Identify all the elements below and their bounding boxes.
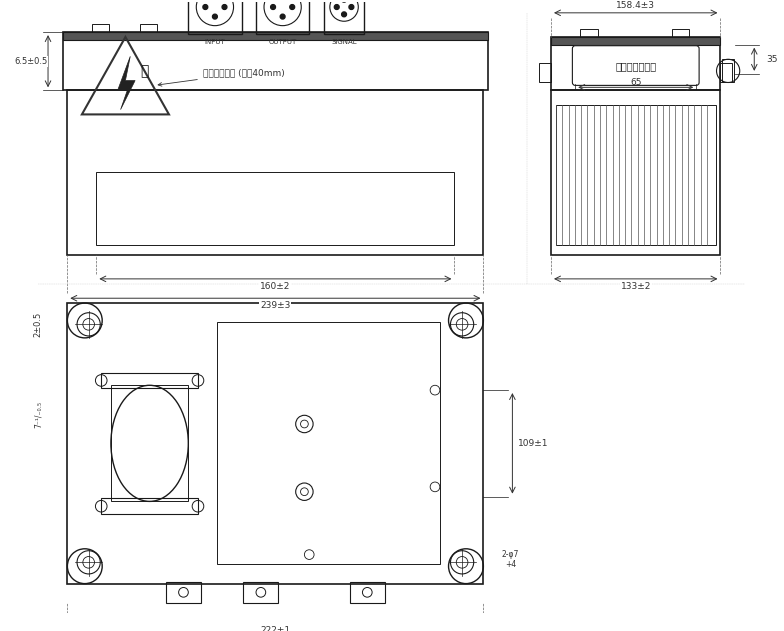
Text: 2±0.5: 2±0.5 [34, 312, 43, 337]
Circle shape [349, 4, 354, 9]
Bar [551, 37, 720, 45]
Bar [350, 582, 385, 603]
FancyBboxPatch shape [572, 45, 699, 85]
Text: 6.5±0.5: 6.5±0.5 [14, 57, 47, 66]
Bar [556, 105, 716, 245]
Text: 65: 65 [630, 78, 641, 87]
Text: 239±3: 239±3 [260, 302, 291, 310]
Text: 160±2: 160±2 [260, 282, 291, 291]
Text: INPUT: INPUT [205, 39, 225, 45]
Bar [672, 29, 689, 37]
Bar [63, 32, 488, 90]
Text: 高压警示标识 (边长40mm): 高压警示标识 (边长40mm) [158, 69, 285, 86]
Bar [722, 59, 734, 83]
Text: 35: 35 [766, 55, 778, 64]
Bar [551, 90, 720, 255]
Text: 222±1: 222±1 [260, 625, 290, 631]
Circle shape [203, 4, 208, 9]
Circle shape [270, 4, 275, 9]
Bar [188, 0, 241, 34]
Circle shape [222, 4, 227, 9]
Bar [244, 582, 278, 603]
Bar [166, 582, 201, 603]
Circle shape [342, 12, 347, 17]
Bar [539, 63, 551, 83]
Bar [101, 373, 198, 388]
Text: 109±1: 109±1 [518, 439, 549, 448]
Bar [96, 172, 455, 245]
Polygon shape [118, 56, 135, 110]
Text: OUTPUT: OUTPUT [268, 39, 297, 45]
Circle shape [334, 4, 339, 9]
Circle shape [342, 0, 347, 2]
Text: 2-φ7
+4: 2-φ7 +4 [502, 550, 519, 569]
Bar [67, 90, 484, 255]
Text: ⏚: ⏚ [140, 64, 149, 78]
Text: 型号条形码标识: 型号条形码标识 [615, 61, 656, 71]
Bar [324, 0, 365, 34]
Circle shape [290, 4, 295, 9]
Bar [111, 386, 188, 502]
Bar [551, 37, 720, 90]
Bar [217, 322, 440, 564]
Circle shape [212, 14, 217, 19]
Bar [256, 0, 309, 34]
Bar [720, 63, 732, 83]
Bar [101, 498, 198, 514]
Bar [92, 25, 109, 32]
Bar [580, 29, 597, 37]
Text: SIGNAL: SIGNAL [332, 39, 357, 45]
Circle shape [280, 14, 285, 19]
Bar [140, 25, 158, 32]
Text: 133±2: 133±2 [621, 282, 651, 291]
Bar [67, 303, 484, 584]
Bar [63, 32, 488, 40]
Text: 7⁻¹/₋₀.₅: 7⁻¹/₋₀.₅ [34, 401, 43, 428]
Text: 158.4±3: 158.4±3 [616, 1, 655, 9]
